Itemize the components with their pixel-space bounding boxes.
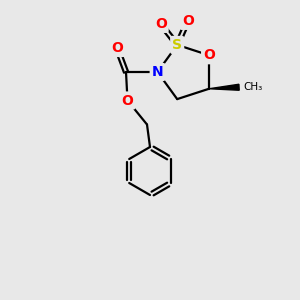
Text: CH₃: CH₃ <box>244 82 263 92</box>
Text: N: N <box>152 65 163 79</box>
Polygon shape <box>209 84 239 90</box>
Text: O: O <box>155 17 167 31</box>
Text: O: O <box>122 94 134 107</box>
Text: O: O <box>203 48 215 62</box>
Text: S: S <box>172 38 182 52</box>
Text: O: O <box>111 41 123 55</box>
Text: O: O <box>182 14 194 28</box>
